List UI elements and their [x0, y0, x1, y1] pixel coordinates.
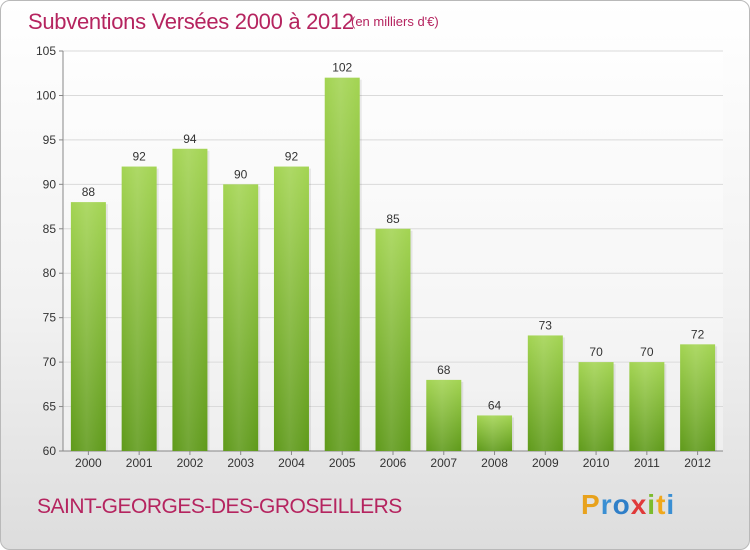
- logo-letter: i: [647, 489, 657, 520]
- bar-highlight: [223, 184, 259, 452]
- data-label-2000: 88: [82, 185, 96, 199]
- data-label-2005: 102: [332, 61, 352, 75]
- y-tick-label: 105: [36, 44, 56, 58]
- chart-subtitle: (en milliers d'€): [351, 14, 439, 29]
- x-tick-label-2005: 2005: [329, 456, 356, 470]
- y-tick-label: 65: [43, 400, 57, 414]
- bar-highlight: [172, 148, 208, 451]
- data-label-2010: 70: [589, 345, 603, 359]
- bar-highlight: [426, 379, 462, 451]
- y-tick-label: 90: [43, 177, 57, 191]
- data-label-2007: 68: [437, 363, 451, 377]
- bar-highlight: [273, 166, 309, 452]
- data-label-2004: 92: [285, 150, 299, 164]
- x-tick-label-2004: 2004: [278, 456, 305, 470]
- x-tick-label-2012: 2012: [684, 456, 711, 470]
- proxiti-logo: Proxiti: [581, 489, 675, 521]
- commune-name: SAINT-GEORGES-DES-GROSEILLERS: [37, 495, 402, 518]
- x-tick-label-2003: 2003: [227, 456, 254, 470]
- x-tick-label-2010: 2010: [583, 456, 610, 470]
- data-label-2001: 92: [132, 150, 146, 164]
- data-label-2002: 94: [183, 132, 197, 146]
- y-tick-label: 80: [43, 266, 57, 280]
- data-label-2006: 85: [386, 212, 400, 226]
- logo-letter: r: [600, 489, 613, 520]
- bar-highlight: [324, 77, 360, 452]
- chart-title: Subventions Versées 2000 à 2012: [28, 9, 354, 34]
- y-tick-label: 100: [36, 88, 56, 102]
- y-tick-label: 75: [43, 311, 57, 325]
- logo-letter: t: [656, 489, 667, 520]
- x-tick-label-2011: 2011: [634, 456, 660, 470]
- data-label-2011: 70: [640, 345, 654, 359]
- bar-highlight: [680, 344, 716, 451]
- x-tick-label-2009: 2009: [532, 456, 559, 470]
- bar-highlight: [477, 415, 513, 451]
- data-label-2003: 90: [234, 167, 248, 181]
- data-label-2009: 73: [539, 318, 553, 332]
- data-label-2012: 72: [691, 327, 705, 341]
- bar-highlight: [527, 335, 563, 451]
- logo-letter: i: [666, 489, 676, 520]
- x-tick-label-2008: 2008: [481, 456, 508, 470]
- data-label-2008: 64: [488, 398, 502, 412]
- y-tick-label: 60: [43, 444, 57, 458]
- bar-highlight: [578, 362, 614, 451]
- x-tick-label-2007: 2007: [430, 456, 457, 470]
- logo-letter: o: [612, 489, 631, 520]
- bar-highlight: [629, 362, 665, 451]
- y-tick-label: 95: [43, 133, 57, 147]
- logo-letter: P: [581, 489, 601, 520]
- bar-highlight: [375, 228, 411, 451]
- y-tick-label: 85: [43, 222, 57, 236]
- x-tick-label-2000: 2000: [75, 456, 102, 470]
- x-tick-label-2001: 2001: [126, 456, 153, 470]
- x-tick-label-2006: 2006: [380, 456, 407, 470]
- x-tick-label-2002: 2002: [177, 456, 204, 470]
- bar-highlight: [121, 166, 157, 452]
- bar-highlight: [70, 202, 106, 451]
- y-tick-label: 70: [43, 355, 57, 369]
- logo-letter: x: [630, 489, 648, 520]
